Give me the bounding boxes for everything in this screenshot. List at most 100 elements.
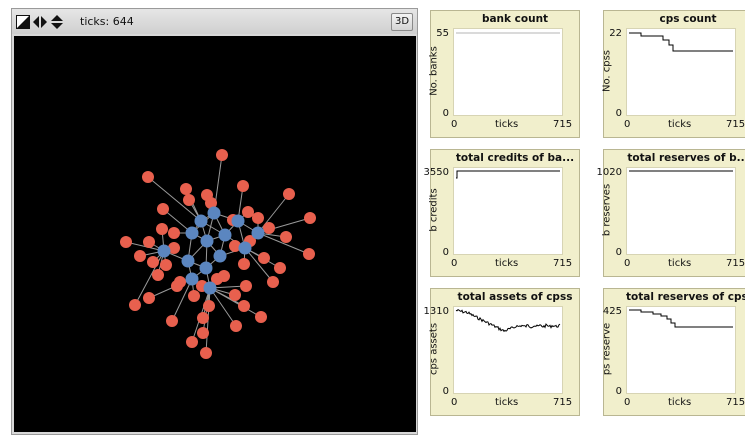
cps-node xyxy=(203,281,217,295)
cps-node xyxy=(213,249,227,263)
plot-svg xyxy=(629,32,733,52)
bank-node xyxy=(218,270,230,282)
y-min-tick: 0 xyxy=(615,108,622,119)
3d-view-button[interactable]: 3D xyxy=(391,13,413,31)
y-min-tick: 0 xyxy=(442,386,449,397)
cps-node xyxy=(199,261,213,275)
bank-node xyxy=(166,315,178,327)
y-min-tick: 0 xyxy=(442,108,449,119)
bank-node xyxy=(205,197,217,209)
y-min-tick: 0 xyxy=(442,247,449,258)
x-min-tick: 0 xyxy=(451,397,458,408)
plot-title: total assets of cpss xyxy=(457,291,573,303)
plot-svg xyxy=(629,309,733,328)
x-min-tick: 0 xyxy=(624,258,631,269)
bank-node xyxy=(267,276,279,288)
bank-node xyxy=(240,280,252,292)
plot-area xyxy=(626,167,736,255)
shape-toggle-icon[interactable] xyxy=(16,14,30,33)
bank-node xyxy=(237,180,249,192)
x-max-tick: 715 xyxy=(553,119,573,130)
bank-node xyxy=(143,292,155,304)
bank-node xyxy=(134,250,146,262)
x-min-tick: 0 xyxy=(624,119,631,130)
cps-node xyxy=(185,272,199,286)
y-max-tick: 1310 xyxy=(423,306,449,317)
y-max-tick: 1020 xyxy=(596,167,622,178)
plot-title: total reserves of b... xyxy=(627,152,745,164)
bank-node xyxy=(197,327,209,339)
bank-node xyxy=(200,347,212,359)
bank-node xyxy=(183,194,195,206)
network-link xyxy=(171,278,193,322)
bank-node xyxy=(142,171,154,183)
bank-node xyxy=(255,311,267,323)
plot-title: total reserves of cpss xyxy=(626,291,745,303)
plot-title: cps count xyxy=(659,13,717,25)
x-max-tick: 715 xyxy=(726,258,745,269)
x-axis-label: ticks xyxy=(495,397,519,408)
bank-node xyxy=(129,299,141,311)
y-max-tick: 3550 xyxy=(423,167,449,178)
bank-node xyxy=(188,290,200,302)
network-link xyxy=(257,232,310,255)
plot-total-reserves-of-cpss: total reserves of cpss ps reserve 425 0 0 tic… xyxy=(602,288,745,416)
y-max-tick: 22 xyxy=(609,28,622,39)
bank-node xyxy=(280,231,292,243)
x-max-tick: 715 xyxy=(553,258,573,269)
bank-node xyxy=(147,256,159,268)
cps-node xyxy=(218,228,232,242)
x-min-tick: 0 xyxy=(451,119,458,130)
cps-node xyxy=(251,226,265,240)
x-min-tick: 0 xyxy=(624,397,631,408)
bank-node xyxy=(283,188,295,200)
cps-node xyxy=(207,206,221,220)
x-max-tick: 715 xyxy=(553,397,573,408)
network-link xyxy=(209,287,237,327)
left-right-arrows-icon[interactable] xyxy=(33,14,47,33)
x-max-tick: 715 xyxy=(726,397,745,408)
bank-node xyxy=(229,240,241,252)
x-axis-label: ticks xyxy=(668,119,692,130)
network-link xyxy=(257,193,290,234)
cps-node xyxy=(181,254,195,268)
view-toolbar: ticks: 644 3D xyxy=(12,9,417,34)
plot-total-assets-of-cpss: total assets of cpss cps assets 1310 0 0 tick… xyxy=(424,288,580,416)
x-axis-label: ticks xyxy=(495,258,519,269)
bank-node xyxy=(180,183,192,195)
cps-node xyxy=(200,234,214,248)
bank-node xyxy=(168,242,180,254)
bank-node xyxy=(242,206,254,218)
x-min-tick: 0 xyxy=(451,258,458,269)
bank-node xyxy=(303,248,315,260)
world-canvas[interactable] xyxy=(14,36,416,432)
up-down-arrows-icon[interactable] xyxy=(50,14,64,33)
bank-node xyxy=(120,236,132,248)
bank-node xyxy=(174,276,186,288)
bank-node xyxy=(238,300,250,312)
y-max-tick: 55 xyxy=(436,28,449,39)
cps-node xyxy=(231,214,245,228)
plot-svg xyxy=(455,308,561,333)
bank-node xyxy=(152,269,164,281)
bank-node xyxy=(143,236,155,248)
bank-node xyxy=(238,258,250,270)
plot-title: bank count xyxy=(481,13,549,25)
ticks-counter: ticks: 644 xyxy=(80,15,134,28)
x-max-tick: 715 xyxy=(726,119,745,130)
plot-svg xyxy=(629,170,733,172)
y-max-tick: 425 xyxy=(602,306,622,317)
world-view-panel: ticks: 644 3D xyxy=(11,8,418,435)
bank-node xyxy=(258,252,270,264)
plot-svg xyxy=(456,170,560,179)
cps-node xyxy=(185,226,199,240)
plot-area xyxy=(453,167,563,255)
network-link xyxy=(147,176,202,222)
network-link xyxy=(125,241,165,252)
bank-node xyxy=(304,212,316,224)
plot-area xyxy=(626,306,736,394)
x-axis-label: ticks xyxy=(668,258,692,269)
bank-node xyxy=(156,223,168,235)
network-link xyxy=(244,247,274,283)
bank-node xyxy=(229,289,241,301)
